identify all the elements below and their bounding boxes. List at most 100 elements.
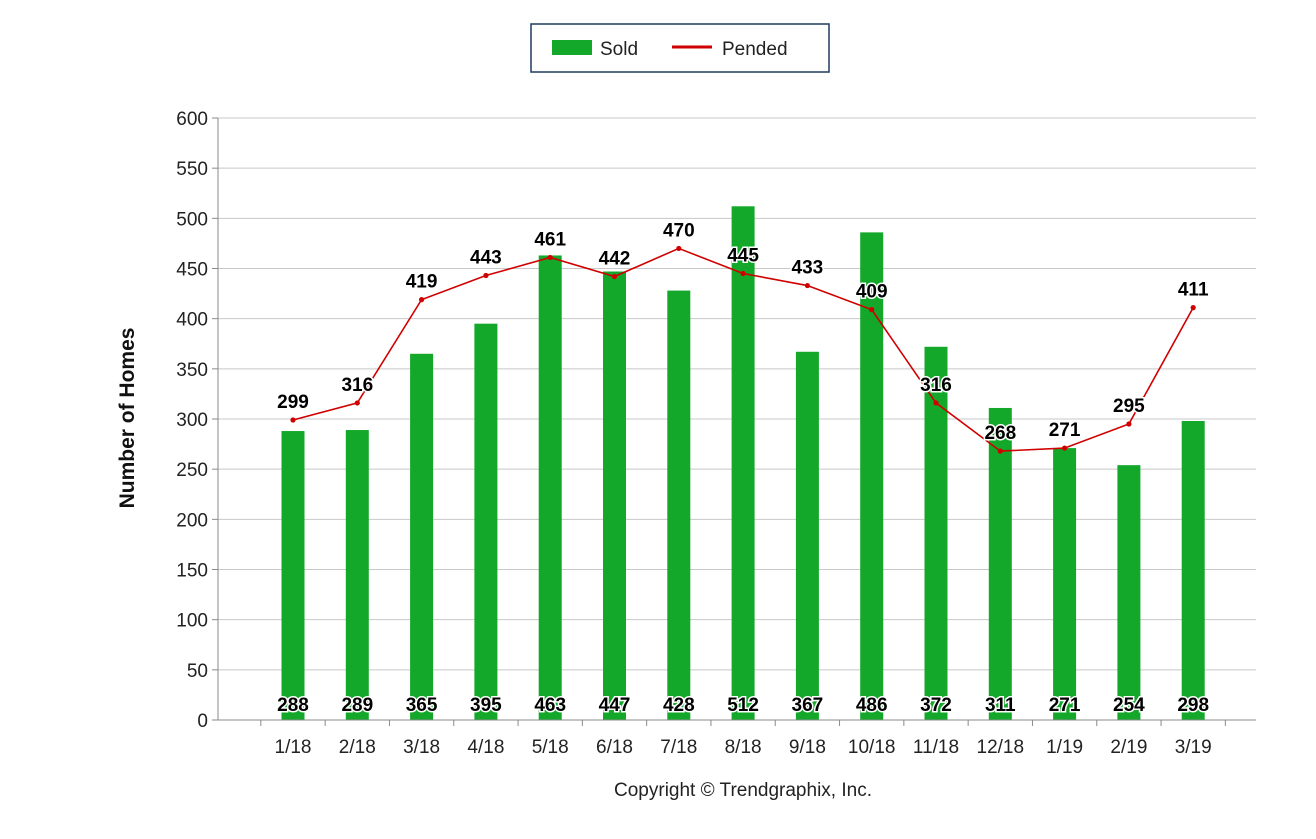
y-tick-label: 50: [187, 661, 208, 682]
x-tick-label: 2/18: [339, 737, 376, 758]
bar-value-label: 298: [1177, 695, 1209, 716]
y-tick-label: 500: [176, 209, 208, 230]
bar-sold: [667, 290, 691, 720]
pended-point: [676, 245, 682, 252]
data-labels: 288 289 365 395 463 447 428 512 367 486 372 311 271 2…: [276, 219, 1211, 718]
bar-sold: [924, 346, 948, 720]
y-tick-label: 400: [176, 310, 208, 331]
pended-point: [419, 297, 425, 303]
y-tick-label: 350: [176, 360, 208, 381]
y-axis-label: Number of Homes: [116, 328, 139, 509]
line-value-label: 268: [984, 423, 1016, 444]
x-tick-label: 9/18: [789, 737, 826, 758]
pended-point: [547, 254, 553, 261]
bar-sold: [1117, 465, 1141, 720]
x-tick-label: 1/18: [275, 737, 312, 758]
bar-value-label: 254: [1113, 695, 1145, 716]
x-tick-label: 5/18: [532, 737, 569, 758]
pended-point: [1126, 421, 1132, 427]
bar-value-label: 486: [856, 695, 888, 716]
y-tick-label: 100: [176, 611, 208, 632]
bar-sold: [988, 407, 1012, 720]
bar-value-label: 428: [663, 695, 695, 716]
pended-point: [483, 272, 489, 279]
pended-line: [290, 245, 1196, 454]
axes: [217, 118, 1256, 721]
x-tick-label: 1/19: [1046, 737, 1083, 758]
line-value-label: 443: [470, 248, 502, 269]
bar-value-label: 512: [727, 695, 759, 716]
bar-value-label: 395: [470, 695, 502, 716]
bar-sold: [731, 206, 755, 720]
bar-sold: [860, 232, 884, 720]
bar-sold: [603, 271, 626, 720]
bar-sold: [345, 430, 369, 720]
bar-value-label: 311: [985, 695, 1016, 716]
line-value-label: 409: [856, 282, 888, 303]
line-value-label: 316: [341, 375, 373, 396]
y-axis-ticks: 0 50 100 150 200 250 300 350 400 450 500 550 600: [176, 109, 218, 732]
bar-value-label: 447: [599, 695, 631, 716]
pended-point: [933, 400, 939, 406]
y-tick-label: 200: [176, 510, 208, 531]
y-tick-label: 300: [176, 410, 208, 431]
legend-swatch-sold: [552, 40, 592, 55]
pended-point: [804, 282, 811, 289]
legend-label-pended: Pended: [722, 39, 788, 60]
pended-point: [869, 307, 875, 313]
copyright: Copyright © Trendgraphix, Inc.: [614, 780, 872, 801]
pended-point: [354, 400, 360, 406]
pended-point: [740, 270, 746, 277]
bar-value-label: 271: [1049, 695, 1081, 716]
x-tick-label: 3/18: [403, 737, 440, 758]
bar-sold: [410, 353, 434, 720]
bar-value-label: 463: [534, 695, 566, 716]
x-tick-label: 12/18: [977, 737, 1025, 758]
line-value-label: 295: [1113, 396, 1145, 417]
line-value-label: 470: [663, 220, 695, 241]
bar-value-label: 367: [792, 695, 824, 716]
bar-sold: [1181, 421, 1205, 720]
y-tick-label: 550: [176, 159, 208, 180]
legend: Sold Pended: [530, 23, 830, 73]
y-tick-label: 0: [197, 711, 208, 732]
pended-point: [611, 273, 618, 280]
bar-sold: [474, 323, 498, 720]
line-value-label: 411: [1178, 280, 1209, 301]
bar-sold: [538, 255, 562, 720]
line-value-label: 442: [599, 249, 631, 270]
sold-bars: [281, 206, 1205, 720]
y-tick-label: 600: [176, 109, 208, 130]
x-tick-label: 4/18: [467, 737, 504, 758]
line-value-label: 316: [920, 375, 952, 396]
x-tick-label: 10/18: [848, 737, 896, 758]
bar-value-label: 288: [277, 695, 309, 716]
legend-label-sold: Sold: [600, 39, 638, 60]
x-tick-label: 7/18: [660, 737, 697, 758]
y-tick-label: 250: [176, 460, 208, 481]
x-tick-label: 8/18: [725, 737, 762, 758]
line-value-label: 299: [277, 392, 309, 413]
pended-point: [1190, 305, 1196, 311]
line-value-label: 433: [792, 258, 824, 279]
y-tick-label: 150: [176, 561, 208, 582]
bar-sold: [795, 351, 819, 720]
bar-value-label: 372: [920, 695, 952, 716]
y-tick-label: 450: [176, 260, 208, 281]
bar-value-label: 365: [406, 695, 438, 716]
x-tick-label: 2/19: [1110, 737, 1147, 758]
pended-point: [997, 448, 1003, 454]
x-tick-label: 3/19: [1175, 737, 1212, 758]
pended-point: [290, 417, 296, 423]
line-value-label: 271: [1049, 420, 1081, 441]
bar-sold: [1053, 448, 1077, 720]
pended-point: [1062, 445, 1068, 451]
line-value-label: 461: [534, 229, 566, 250]
line-value-label: 419: [406, 272, 438, 293]
x-tick-label: 6/18: [596, 737, 633, 758]
line-value-label: 445: [727, 246, 759, 267]
x-axis-ticks: 1/18 2/18 3/18 4/18 5/18 6/18 7/18 8/18 9/18 10/1…: [260, 720, 1226, 758]
bar-sold: [281, 431, 305, 720]
bar-value-label: 289: [341, 695, 373, 716]
